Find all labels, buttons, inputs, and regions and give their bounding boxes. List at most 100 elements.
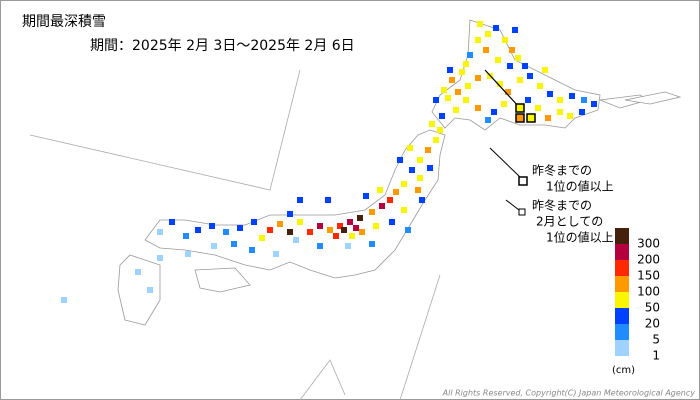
station-marker (363, 193, 369, 199)
station-marker (317, 243, 323, 249)
station-marker (463, 61, 469, 67)
station-marker (445, 95, 451, 101)
title: 期間最深積雪 (22, 14, 106, 30)
station-marker (317, 223, 323, 229)
station-marker (297, 197, 303, 203)
station-marker (502, 37, 508, 43)
station-marker (525, 97, 531, 103)
legend: 300 200 150 100 50 20 5 1 (cm) (612, 228, 660, 376)
note-feb-record: 昨冬までの 2月としての 1位の値以上 (505, 198, 614, 245)
copyright: All Rights Reserved, Copyright(C) Japan … (442, 389, 696, 398)
station-marker (581, 97, 587, 103)
record-markers (484, 69, 536, 123)
station-marker (327, 227, 333, 233)
station-marker (325, 197, 331, 203)
station-marker (185, 251, 191, 257)
station-marker (273, 251, 279, 257)
station-marker (237, 225, 243, 231)
station-marker (379, 203, 385, 209)
station-marker (349, 233, 355, 239)
station-marker (249, 247, 255, 253)
station-marker (545, 115, 551, 121)
legend-label: 100 (637, 285, 660, 299)
station-marker (507, 63, 513, 69)
station-marker (547, 91, 553, 97)
station-marker (535, 105, 541, 111)
station-marker (483, 47, 489, 53)
legend-label: 300 (637, 237, 660, 251)
station-marker (195, 227, 201, 233)
station-marker (417, 157, 423, 163)
station-marker (387, 197, 393, 203)
station-marker (345, 243, 351, 249)
station-marker (491, 109, 497, 115)
station-marker (485, 31, 491, 37)
legend-swatch (615, 340, 629, 356)
station-marker (231, 241, 237, 247)
station-marker (425, 147, 431, 153)
legend-swatch (615, 276, 629, 292)
legend-swatch (615, 244, 629, 260)
station-marker (223, 229, 229, 235)
station-marker (377, 187, 383, 193)
station-marker (357, 215, 363, 221)
station-marker (369, 209, 375, 215)
station-marker (409, 167, 415, 173)
note-line: 1位の値以上 (546, 230, 614, 245)
station-marker (373, 223, 379, 229)
station-marker (353, 225, 359, 231)
station-marker (277, 221, 283, 227)
station-marker (505, 89, 511, 95)
station-marker (463, 97, 469, 103)
note-record: 昨冬までの 1位の値以上 (489, 147, 614, 194)
station-marker (341, 227, 347, 233)
station-marker (527, 73, 533, 79)
station-marker (501, 101, 507, 107)
station-marker (211, 243, 217, 249)
station-marker (542, 67, 548, 73)
station-marker (359, 229, 365, 235)
station-marker (427, 165, 433, 171)
station-marker (557, 97, 563, 103)
legend-label: 150 (637, 269, 660, 283)
station-marker (475, 105, 481, 111)
station-marker (465, 83, 471, 89)
note-line: 昨冬までの (532, 198, 592, 213)
station-marker (209, 223, 215, 229)
station-marker (475, 75, 481, 81)
station-marker (467, 52, 473, 58)
station-marker (415, 187, 421, 193)
station-marker (569, 93, 575, 99)
station-marker (453, 107, 459, 113)
legend-swatch (615, 292, 629, 308)
station-marker (449, 77, 455, 83)
legend-swatch (615, 228, 629, 244)
station-marker (475, 37, 481, 43)
station-marker (259, 235, 265, 241)
station-marker (485, 117, 491, 123)
note-line: 昨冬までの (532, 163, 592, 178)
station-marker (515, 55, 521, 61)
station-marker (333, 233, 339, 239)
station-marker (459, 69, 465, 75)
station-marker (495, 57, 501, 63)
station-marker (293, 237, 299, 243)
legend-label: 1 (652, 349, 660, 363)
station-marker (157, 255, 163, 261)
station-marker (147, 287, 153, 293)
station-marker (433, 97, 439, 103)
station-marker (347, 219, 353, 225)
station-marker (429, 121, 435, 127)
station-marker (267, 227, 273, 233)
station-marker (557, 109, 563, 115)
station-marker (591, 101, 597, 107)
station-marker (183, 233, 189, 239)
station-marker (439, 113, 445, 119)
station-marker (493, 25, 499, 31)
station-marker (393, 189, 399, 195)
station-marker (251, 219, 257, 225)
station-marker (567, 113, 573, 119)
station-marker (369, 241, 375, 247)
